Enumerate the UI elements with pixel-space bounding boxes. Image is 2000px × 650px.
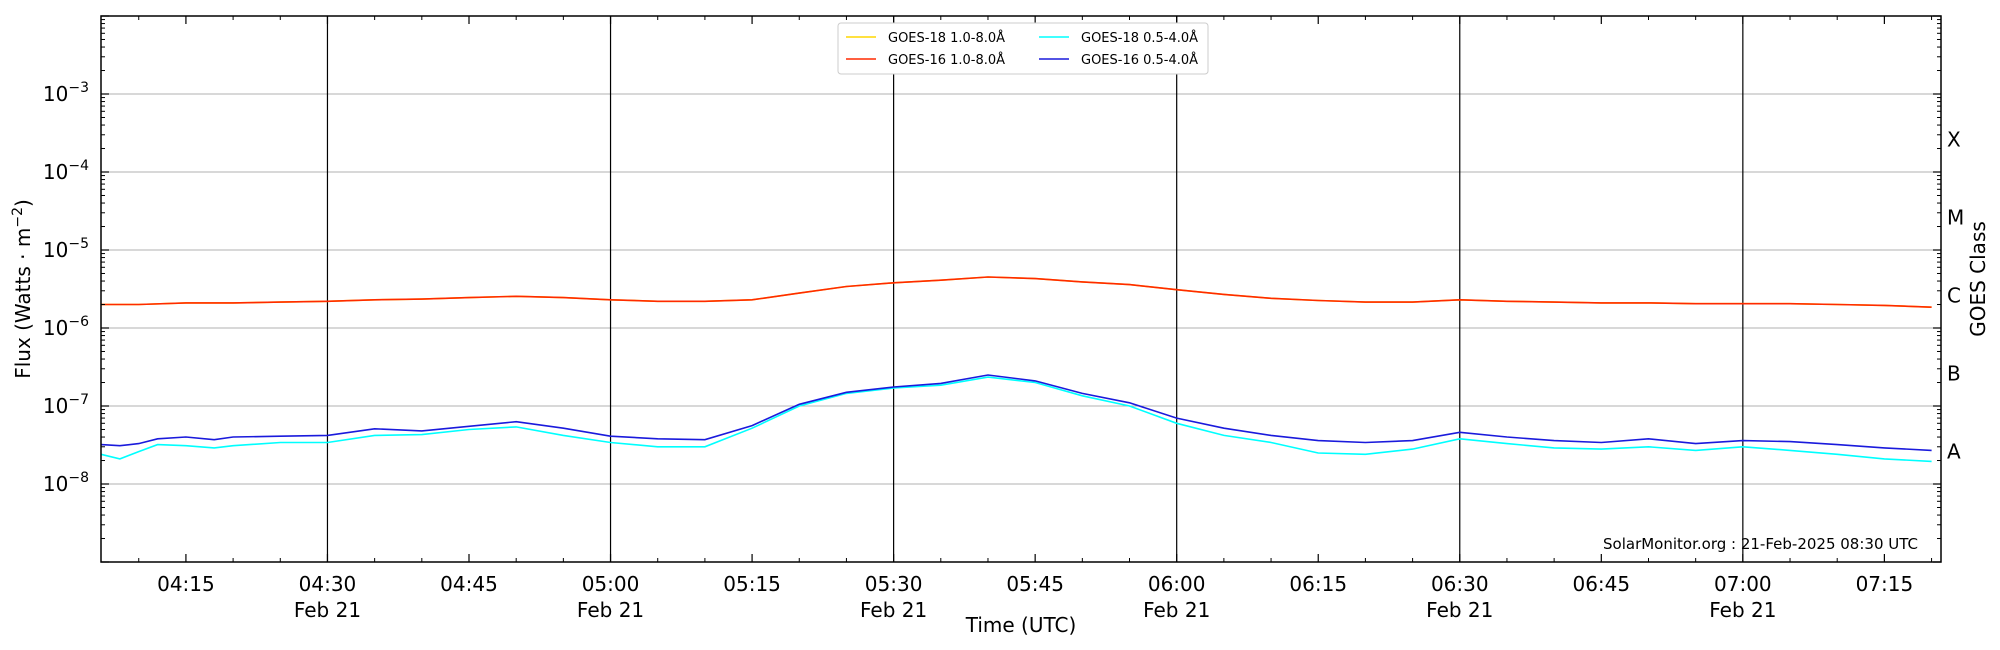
- goes-class-label: M: [1947, 206, 1964, 230]
- x-tick-label: 07:15: [1856, 572, 1914, 596]
- x-tick-label: 07:00: [1714, 572, 1772, 596]
- series-line: [100, 376, 1932, 463]
- y-tick-label: 10−4: [43, 158, 89, 184]
- x-tick-label: 05:15: [723, 572, 781, 596]
- goes-class-label: C: [1947, 284, 1961, 308]
- legend-label: GOES-18 1.0-8.0Å: [888, 30, 1005, 46]
- y-axis-right-label: GOES Class: [1966, 221, 1990, 337]
- x-tick-label: 04:30: [299, 572, 357, 596]
- legend: GOES-18 1.0-8.0Å GOES-16 1.0-8.0Å GOES-18 …: [837, 22, 1209, 75]
- legend-label: GOES-18 0.5-4.0Å: [1081, 30, 1198, 46]
- grid-layer: [101, 93, 1941, 485]
- x-tick-date-label: Feb 21: [1143, 598, 1210, 622]
- y-tick-label: 10−6: [43, 314, 89, 340]
- x-tick-label: 04:45: [440, 572, 498, 596]
- x-tick-label: 06:15: [1289, 572, 1347, 596]
- x-tick-date-label: Feb 21: [577, 598, 644, 622]
- x-tick-date-label: Feb 21: [1709, 598, 1776, 622]
- y-tick-label: 10−7: [43, 392, 89, 418]
- series-line: [100, 374, 1932, 452]
- goes-class-label: B: [1947, 362, 1961, 386]
- legend-label: GOES-16 1.0-8.0Å: [888, 52, 1005, 68]
- goes-class-label: A: [1947, 440, 1961, 464]
- x-tick-label: 05:30: [865, 572, 923, 596]
- y-axis-label: Flux (Watts · m−2): [10, 199, 35, 379]
- x-tick-label: 05:45: [1006, 572, 1064, 596]
- watermark-text: SolarMonitor.org : 21-Feb-2025 08:30 UTC: [1603, 535, 1918, 553]
- y-tick-label: 10−8: [43, 470, 89, 496]
- series-layer: [100, 276, 1932, 463]
- goes-class-labels: A B C M X: [1947, 128, 1964, 464]
- plot-frame: [100, 15, 1942, 563]
- legend-label: GOES-16 0.5-4.0Å: [1081, 52, 1198, 68]
- x-tick-date-label: Feb 21: [294, 598, 361, 622]
- y-tick-labels: 10−8 10−7 10−6 10−5 10−4 10−3: [43, 80, 89, 496]
- x-tick-date-label: Feb 21: [1426, 598, 1493, 622]
- y-tick-label: 10−5: [43, 236, 89, 262]
- goes-class-label: X: [1947, 128, 1961, 152]
- series-line: [101, 276, 1932, 308]
- x-tick-label: 06:30: [1431, 572, 1489, 596]
- legend-box: [837, 22, 1209, 75]
- x-axis-label: Time (UTC): [965, 613, 1077, 637]
- y-tick-label: 10−3: [43, 80, 89, 106]
- x-tick-label: 06:45: [1572, 572, 1630, 596]
- x-tick-date-label: Feb 21: [860, 598, 927, 622]
- x-tick-label: 06:00: [1148, 572, 1206, 596]
- vertical-lines-layer: [326, 16, 1744, 562]
- tick-layer: [101, 15, 1941, 563]
- x-tick-label: 04:15: [157, 572, 215, 596]
- x-tick-label: 05:00: [582, 572, 640, 596]
